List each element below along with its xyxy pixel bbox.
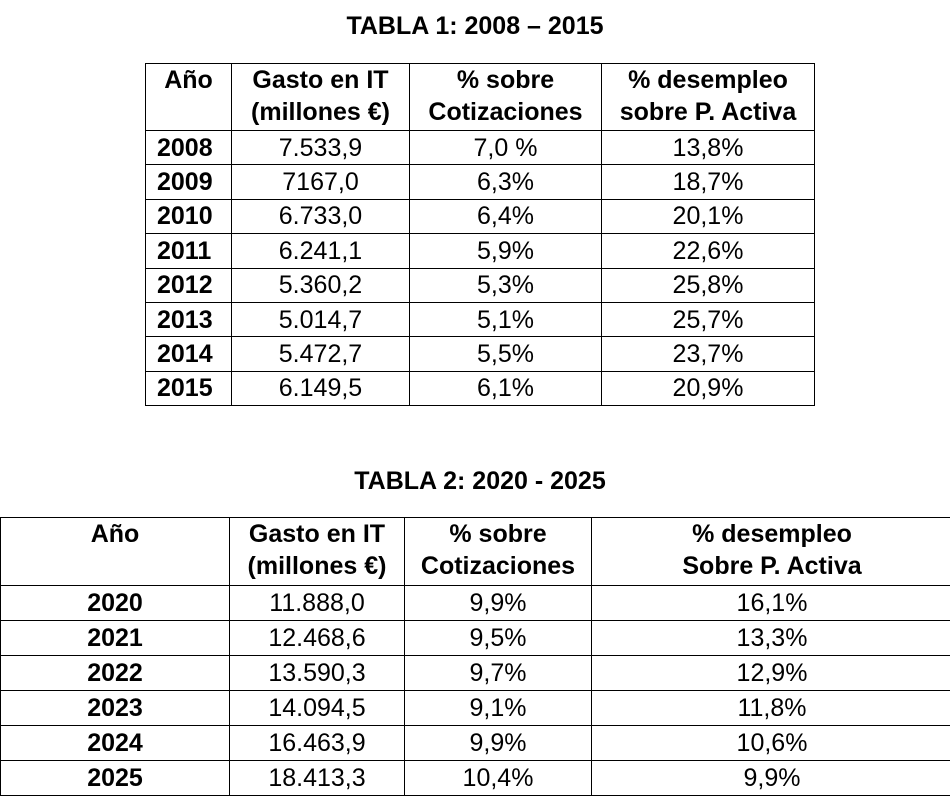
cotizaciones-cell: 5,1% xyxy=(410,302,602,336)
unemployment-cell: 11,8% xyxy=(592,691,950,726)
spend-cell: 7.533,9 xyxy=(232,131,410,165)
year-cell: 2020 xyxy=(1,586,230,621)
unemployment-cell: 25,8% xyxy=(602,268,815,302)
year-cell: 2010 xyxy=(146,199,232,233)
header-unemp-line2: Sobre P. Activa xyxy=(682,552,861,580)
year-cell: 2022 xyxy=(1,656,230,691)
table1-title: TABLA 1: 2008 – 2015 xyxy=(0,11,950,41)
spend-cell: 6.733,0 xyxy=(232,199,410,233)
header-spend-line2: (millones €) xyxy=(248,552,387,580)
cotizaciones-cell: 6,4% xyxy=(410,199,602,233)
table1-header-row: Año Gasto en IT (millones €) % sobre Cotiz… xyxy=(146,64,815,131)
cotizaciones-cell: 5,5% xyxy=(410,337,602,371)
unemployment-cell: 10,6% xyxy=(592,726,950,761)
cotizaciones-cell: 5,9% xyxy=(410,234,602,268)
spend-cell: 14.094,5 xyxy=(230,691,405,726)
unemployment-cell: 23,7% xyxy=(602,337,815,371)
header-unemployment: % desempleo Sobre P. Activa xyxy=(592,518,950,586)
spend-cell: 5.360,2 xyxy=(232,268,410,302)
cotizaciones-cell: 10,4% xyxy=(405,761,592,796)
table-row: 2014 5.472,7 5,5% 23,7% xyxy=(146,337,815,371)
header-cotizaciones: % sobre Cotizaciones xyxy=(410,64,602,131)
cotizaciones-cell: 9,9% xyxy=(405,586,592,621)
unemployment-cell: 20,9% xyxy=(602,371,815,405)
year-cell: 2025 xyxy=(1,761,230,796)
year-cell: 2013 xyxy=(146,302,232,336)
table-row: 2011 6.241,1 5,9% 22,6% xyxy=(146,234,815,268)
year-cell: 2012 xyxy=(146,268,232,302)
table-row: 2008 7.533,9 7,0 % 13,8% xyxy=(146,131,815,165)
year-cell: 2015 xyxy=(146,371,232,405)
table2: Año Gasto en IT (millones €) % sobre Cotiz… xyxy=(0,517,950,796)
table-row: 2012 5.360,2 5,3% 25,8% xyxy=(146,268,815,302)
spend-cell: 6.149,5 xyxy=(232,371,410,405)
unemployment-cell: 18,7% xyxy=(602,165,815,199)
unemployment-cell: 12,9% xyxy=(592,656,950,691)
unemployment-cell: 22,6% xyxy=(602,234,815,268)
unemployment-cell: 25,7% xyxy=(602,302,815,336)
spend-cell: 12.468,6 xyxy=(230,621,405,656)
header-spend-line2: (millones €) xyxy=(251,98,390,126)
unemployment-cell: 9,9% xyxy=(592,761,950,796)
header-spend-line1: Gasto en IT xyxy=(249,520,385,548)
table-row: 2024 16.463,9 9,9% 10,6% xyxy=(1,726,950,761)
year-cell: 2023 xyxy=(1,691,230,726)
header-unemployment: % desempleo sobre P. Activa xyxy=(602,64,815,131)
table-row: 2010 6.733,0 6,4% 20,1% xyxy=(146,199,815,233)
unemployment-cell: 20,1% xyxy=(602,199,815,233)
year-cell: 2014 xyxy=(146,337,232,371)
header-spend: Gasto en IT (millones €) xyxy=(230,518,405,586)
unemployment-cell: 16,1% xyxy=(592,586,950,621)
cotizaciones-cell: 9,1% xyxy=(405,691,592,726)
header-year: Año xyxy=(146,64,232,131)
year-cell: 2024 xyxy=(1,726,230,761)
header-year-label: Año xyxy=(164,66,213,94)
header-year: Año xyxy=(1,518,230,586)
spend-cell: 6.241,1 xyxy=(232,234,410,268)
header-year-label: Año xyxy=(91,520,140,548)
cotizaciones-cell: 7,0 % xyxy=(410,131,602,165)
spend-cell: 7167,0 xyxy=(232,165,410,199)
table-row: 2015 6.149,5 6,1% 20,9% xyxy=(146,371,815,405)
table-row: 2021 12.468,6 9,5% 13,3% xyxy=(1,621,950,656)
year-cell: 2008 xyxy=(146,131,232,165)
year-cell: 2009 xyxy=(146,165,232,199)
unemployment-cell: 13,8% xyxy=(602,131,815,165)
spend-cell: 5.472,7 xyxy=(232,337,410,371)
cotizaciones-cell: 9,7% xyxy=(405,656,592,691)
cotizaciones-cell: 9,9% xyxy=(405,726,592,761)
header-cot-line2: Cotizaciones xyxy=(421,552,575,580)
header-cot-line2: Cotizaciones xyxy=(428,98,582,126)
table2-header-row: Año Gasto en IT (millones €) % sobre Cotiz… xyxy=(1,518,950,586)
header-unemp-line2: sobre P. Activa xyxy=(620,98,796,126)
header-unemp-line1: % desempleo xyxy=(692,520,852,548)
spend-cell: 13.590,3 xyxy=(230,656,405,691)
spend-cell: 16.463,9 xyxy=(230,726,405,761)
unemployment-cell: 13,3% xyxy=(592,621,950,656)
table-row: 2013 5.014,7 5,1% 25,7% xyxy=(146,302,815,336)
table-row: 2025 18.413,3 10,4% 9,9% xyxy=(1,761,950,796)
header-spend-line1: Gasto en IT xyxy=(252,66,388,94)
header-spend: Gasto en IT (millones €) xyxy=(232,64,410,131)
header-cot-line1: % sobre xyxy=(457,66,554,94)
year-cell: 2011 xyxy=(146,234,232,268)
table-row: 2022 13.590,3 9,7% 12,9% xyxy=(1,656,950,691)
spend-cell: 11.888,0 xyxy=(230,586,405,621)
year-cell: 2021 xyxy=(1,621,230,656)
table2-title: TABLA 2: 2020 - 2025 xyxy=(5,466,950,496)
cotizaciones-cell: 9,5% xyxy=(405,621,592,656)
table1: Año Gasto en IT (millones €) % sobre Cotiz… xyxy=(145,63,815,406)
spend-cell: 18.413,3 xyxy=(230,761,405,796)
spend-cell: 5.014,7 xyxy=(232,302,410,336)
cotizaciones-cell: 6,1% xyxy=(410,371,602,405)
table-row: 2020 11.888,0 9,9% 16,1% xyxy=(1,586,950,621)
table-row: 2009 7167,0 6,3% 18,7% xyxy=(146,165,815,199)
header-cotizaciones: % sobre Cotizaciones xyxy=(405,518,592,586)
header-unemp-line1: % desempleo xyxy=(628,66,788,94)
cotizaciones-cell: 6,3% xyxy=(410,165,602,199)
header-cot-line1: % sobre xyxy=(449,520,546,548)
table-row: 2023 14.094,5 9,1% 11,8% xyxy=(1,691,950,726)
cotizaciones-cell: 5,3% xyxy=(410,268,602,302)
